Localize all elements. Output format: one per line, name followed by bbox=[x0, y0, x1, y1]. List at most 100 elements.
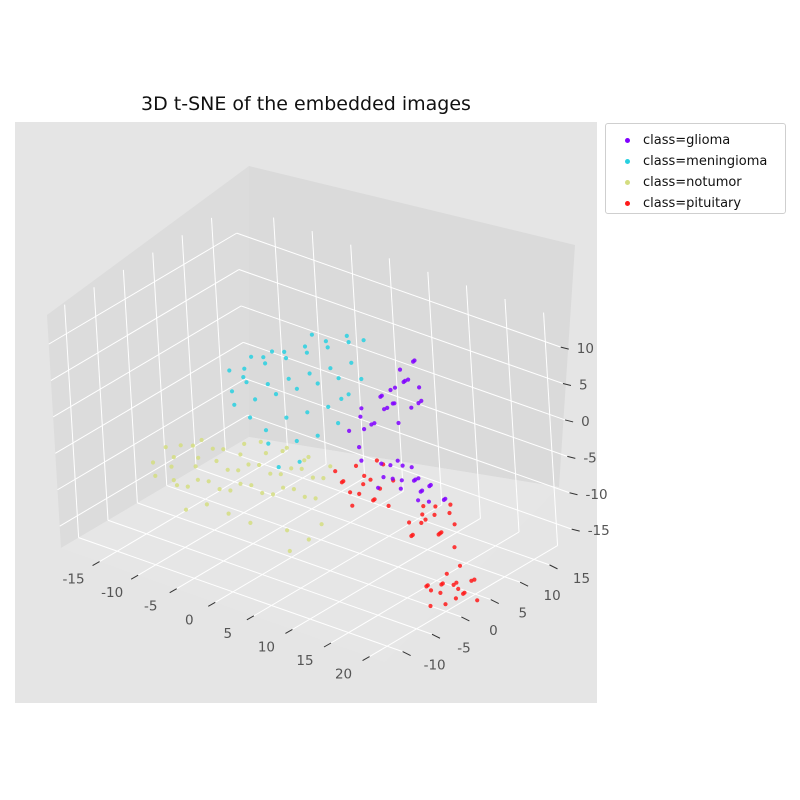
point-notumor bbox=[153, 473, 158, 478]
point-pituitary bbox=[428, 588, 434, 593]
x-tick-label: -15 bbox=[63, 572, 85, 588]
point-glioma bbox=[388, 387, 393, 393]
point-meningioma bbox=[241, 375, 246, 380]
point-notumor bbox=[228, 488, 233, 493]
point-glioma bbox=[397, 367, 403, 372]
point-glioma bbox=[400, 463, 405, 468]
point-glioma bbox=[382, 407, 387, 412]
y-gridline-wall bbox=[93, 287, 109, 521]
point-notumor bbox=[328, 464, 333, 469]
point-pituitary bbox=[456, 586, 461, 592]
point-glioma bbox=[362, 427, 367, 432]
point-meningioma bbox=[273, 392, 279, 397]
z-gridline-side bbox=[59, 414, 248, 527]
y-gridline-wall bbox=[211, 217, 226, 451]
point-meningioma bbox=[294, 386, 299, 391]
z-tick-label: 5 bbox=[579, 378, 588, 394]
point-meningioma bbox=[359, 376, 364, 382]
point-notumor bbox=[193, 464, 198, 469]
point-glioma bbox=[388, 463, 393, 468]
point-glioma bbox=[399, 478, 404, 483]
point-pituitary bbox=[421, 504, 426, 509]
x-tick-mark bbox=[285, 628, 293, 634]
point-notumor bbox=[281, 485, 286, 490]
x-gridline-floor bbox=[215, 490, 404, 603]
x-tick-label: 15 bbox=[296, 653, 313, 669]
point-notumor bbox=[242, 441, 247, 446]
point-meningioma bbox=[284, 415, 289, 420]
y-tick-mark bbox=[490, 599, 499, 605]
point-glioma bbox=[358, 414, 363, 419]
x-tick-mark bbox=[246, 615, 255, 621]
point-notumor bbox=[210, 446, 215, 451]
point-notumor bbox=[284, 445, 289, 450]
point-notumor bbox=[171, 478, 176, 483]
chart-title: 3D t-SNE of the embedded images bbox=[141, 93, 471, 115]
point-notumor bbox=[190, 443, 195, 448]
z-tick-label: -15 bbox=[588, 523, 610, 539]
point-notumor bbox=[199, 437, 204, 443]
x-tick-label: 5 bbox=[224, 626, 233, 642]
tick-labels: -15 -10 -5 0 5 10 15 20 -10 -5 0 5 10 15 -15 -10 -5 0 5 10 bbox=[63, 341, 610, 682]
z-tick-mark bbox=[569, 492, 578, 496]
z-gridline-side bbox=[52, 305, 242, 418]
y-gridline-wall bbox=[122, 269, 138, 503]
point-meningioma bbox=[336, 421, 341, 426]
point-glioma bbox=[376, 485, 381, 490]
point-glioma bbox=[402, 378, 408, 383]
point-notumor bbox=[238, 452, 243, 457]
z-gridline-side bbox=[48, 232, 238, 345]
point-meningioma bbox=[261, 355, 266, 360]
point-notumor bbox=[263, 451, 268, 456]
point-meningioma bbox=[265, 382, 270, 387]
x-gridline-wall bbox=[388, 258, 404, 492]
y-tick-mark bbox=[461, 616, 470, 622]
z-tick-label: -5 bbox=[583, 450, 596, 466]
legend-label-notumor: class=notumor bbox=[643, 175, 742, 190]
legend-item-pituitary: class=pituitary bbox=[606, 193, 785, 214]
x-gridline-floor bbox=[369, 545, 558, 658]
point-pituitary bbox=[341, 479, 346, 484]
point-meningioma bbox=[323, 339, 328, 344]
point-meningioma bbox=[294, 438, 299, 444]
y-gridline-floor bbox=[225, 450, 550, 566]
point-notumor bbox=[278, 472, 283, 477]
point-pituitary bbox=[452, 522, 457, 527]
point-pituitary bbox=[361, 482, 366, 487]
floor-pane bbox=[61, 437, 559, 662]
point-notumor bbox=[302, 494, 307, 499]
point-meningioma bbox=[346, 340, 351, 345]
point-notumor bbox=[225, 467, 230, 472]
x-gridline-wall bbox=[543, 312, 559, 546]
point-notumor bbox=[248, 520, 253, 526]
point-meningioma bbox=[249, 354, 254, 359]
point-notumor bbox=[287, 548, 292, 554]
point-notumor bbox=[169, 464, 174, 469]
legend-marker-notumor bbox=[625, 180, 630, 185]
point-glioma bbox=[426, 499, 431, 504]
point-meningioma bbox=[307, 371, 312, 376]
point-pituitary bbox=[462, 590, 467, 595]
z-gridline-back bbox=[236, 232, 561, 348]
point-meningioma bbox=[344, 333, 349, 338]
point-notumor bbox=[185, 484, 190, 489]
point-glioma bbox=[396, 420, 401, 426]
point-glioma bbox=[416, 498, 421, 503]
point-meningioma bbox=[282, 349, 287, 354]
point-notumor bbox=[260, 490, 265, 496]
point-meningioma bbox=[315, 381, 320, 386]
point-meningioma bbox=[229, 389, 235, 394]
point-pituitary bbox=[350, 503, 355, 508]
point-notumor bbox=[249, 483, 254, 488]
z-tick-mark bbox=[562, 383, 572, 387]
point-notumor bbox=[246, 462, 251, 467]
point-glioma bbox=[409, 405, 414, 410]
legend: class=glioma class=meningioma class=notu… bbox=[605, 123, 786, 214]
point-pituitary bbox=[443, 602, 448, 607]
point-notumor bbox=[270, 492, 276, 497]
point-glioma bbox=[359, 458, 364, 463]
point-notumor bbox=[150, 460, 156, 465]
point-pituitary bbox=[447, 510, 452, 516]
z-tick-label: -10 bbox=[586, 487, 608, 503]
